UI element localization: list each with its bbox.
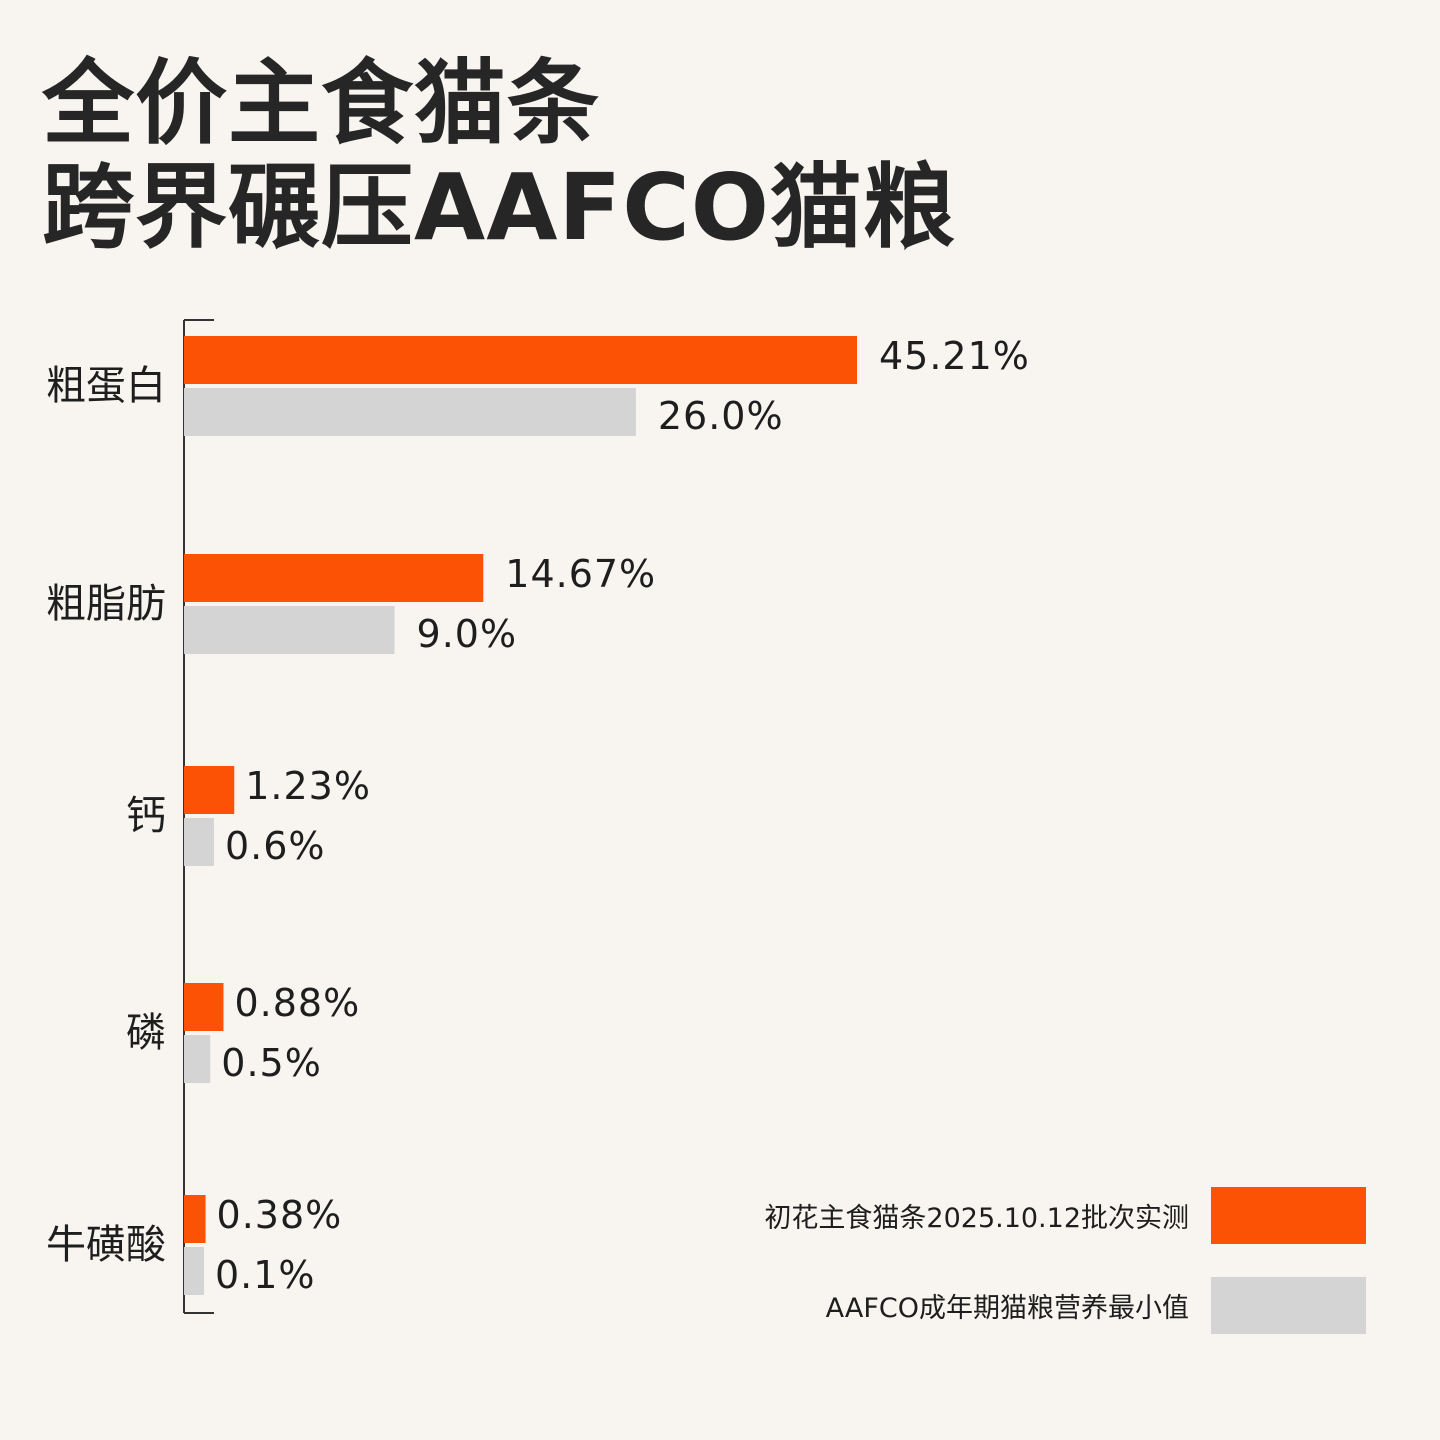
- category-label-fat: 粗脂肪: [46, 581, 166, 627]
- title-line-2: 跨界碾压AAFCO猫粮: [42, 154, 956, 261]
- data-label-standard-protein: 26.0%: [658, 394, 784, 438]
- data-label-measured-fat: 14.67%: [505, 552, 656, 596]
- bar-measured-calcium: [184, 766, 235, 814]
- legend-item-measured: 初花主食猫条2025.10.12批次实测: [726, 1187, 1366, 1244]
- legend-label-measured: 初花主食猫条2025.10.12批次实测: [764, 1203, 1189, 1234]
- bar-measured-fat: [184, 554, 484, 602]
- bar-standard-protein: [184, 388, 636, 436]
- bar-standard-phosphorus: [184, 1035, 211, 1083]
- category-label-phosphorus: 磷: [126, 1010, 166, 1056]
- data-label-standard-taurine: 0.1%: [215, 1253, 316, 1297]
- bar-measured-taurine: [184, 1195, 206, 1243]
- category-label-protein: 粗蛋白: [46, 363, 166, 409]
- legend-swatch-standard: [1211, 1277, 1366, 1334]
- data-label-measured-taurine: 0.38%: [217, 1193, 343, 1237]
- data-label-measured-protein: 45.21%: [879, 334, 1030, 378]
- data-label-measured-phosphorus: 0.88%: [234, 981, 360, 1025]
- legend-label-standard: AAFCO成年期猫粮营养最小值: [825, 1293, 1189, 1324]
- data-label-standard-phosphorus: 0.5%: [221, 1041, 322, 1085]
- bar-standard-taurine: [184, 1247, 204, 1295]
- legend: 初花主食猫条2025.10.12批次实测 AAFCO成年期猫粮营养最小值: [726, 1187, 1366, 1367]
- legend-item-standard: AAFCO成年期猫粮营养最小值: [726, 1277, 1366, 1334]
- chart-title: 全价主食猫条 跨界碾压AAFCO猫粮: [42, 52, 956, 260]
- data-label-standard-calcium: 0.6%: [225, 824, 326, 868]
- bar-measured-phosphorus: [184, 983, 224, 1031]
- bar-standard-fat: [184, 606, 395, 654]
- bar-measured-protein: [184, 336, 857, 384]
- legend-swatch-measured: [1211, 1187, 1366, 1244]
- data-label-measured-calcium: 1.23%: [245, 764, 371, 808]
- title-line-1: 全价主食猫条: [42, 50, 601, 157]
- category-label-calcium: 钙: [126, 793, 166, 839]
- category-label-taurine: 牛磺酸: [46, 1222, 166, 1268]
- data-label-standard-fat: 9.0%: [417, 612, 518, 656]
- bar-standard-calcium: [184, 818, 214, 866]
